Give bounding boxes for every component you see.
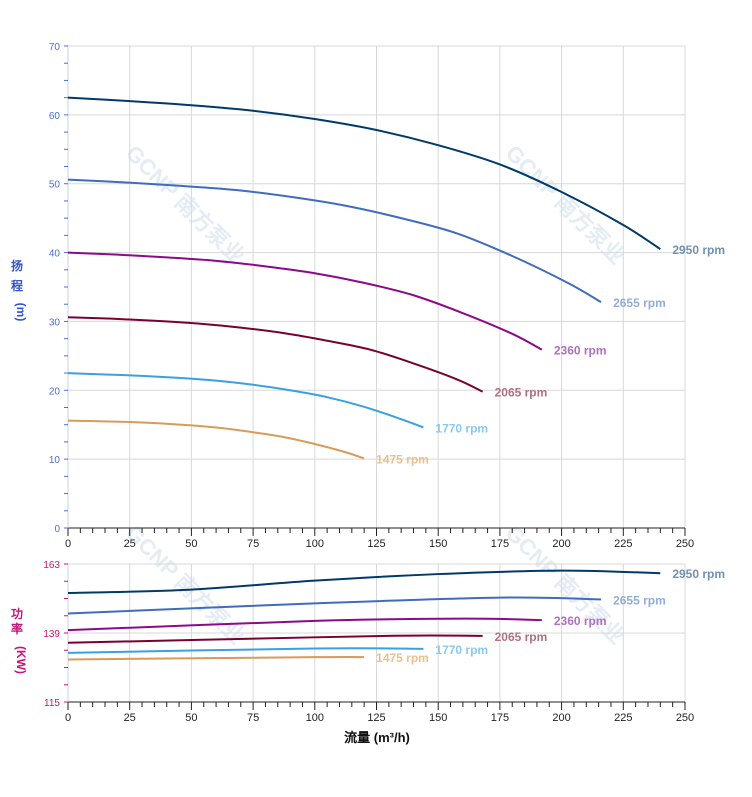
y-tick-label: 60	[49, 111, 61, 122]
x-tick-label: 25	[124, 538, 136, 550]
series-label: 1475 rpm	[376, 452, 429, 466]
series-label: 1770 rpm	[435, 421, 488, 435]
series-line-1770-rpm	[67, 647, 424, 654]
series-label: 2655 rpm	[613, 593, 666, 607]
x-tick-label: 175	[491, 538, 509, 550]
series-label: 1770 rpm	[435, 643, 488, 657]
series-label: 2360 rpm	[554, 614, 607, 628]
y-tick-label: 139	[43, 629, 60, 640]
x-tick-label: 225	[614, 712, 632, 724]
x-tick-label: 175	[491, 712, 509, 724]
series-line-1770-rpm	[67, 372, 424, 429]
series-line-1475-rpm	[67, 655, 365, 661]
series-line-1475-rpm	[67, 419, 365, 460]
series-line-2360-rpm	[67, 617, 542, 632]
x-tick-label: 50	[185, 538, 197, 550]
x-tick-label: 200	[552, 712, 570, 724]
series-label: 2360 rpm	[554, 344, 607, 358]
x-tick-label: 0	[65, 712, 71, 724]
x-tick-label: 125	[367, 712, 385, 724]
watermark-logo: GCNP 南方泵业	[121, 140, 250, 269]
power-chart: 0 25 50 75 100 125 150 175 200 225 250 115 139 163 功率 (…	[11, 560, 725, 745]
series-label: 2065 rpm	[495, 386, 548, 400]
x-tick-label: 225	[614, 538, 632, 550]
x-tick-label: 100	[306, 538, 324, 550]
x-tick-label: 75	[247, 712, 259, 724]
series-label: 2065 rpm	[495, 630, 548, 644]
y-tick-label: 20	[49, 386, 61, 397]
head-chart: 0 25 50 75 100 125 150 175 200 225 250 0 10 20 30 40 50 6…	[11, 42, 725, 550]
x-tick-label: 25	[124, 712, 136, 724]
y-axis-unit: (m)	[14, 303, 28, 322]
y-tick-label: 0	[54, 524, 60, 535]
series-label: 2950 rpm	[672, 567, 725, 581]
series-line-2065-rpm	[67, 634, 483, 644]
y-axis-label: 程	[11, 278, 23, 293]
x-tick-label: 0	[65, 538, 71, 550]
y-tick-label: 70	[49, 42, 61, 53]
y-axis-unit: (KW)	[14, 646, 28, 674]
series-label: 2655 rpm	[613, 296, 666, 310]
y-axis-label: 扬	[11, 258, 23, 273]
x-tick-label: 75	[247, 538, 259, 550]
x-tick-label: 150	[429, 538, 447, 550]
watermark-logo: GCNP 南方泵业	[501, 140, 630, 269]
y-tick-label: 40	[49, 249, 61, 260]
series-label: 1475 rpm	[376, 651, 429, 665]
series-line-2065-rpm	[67, 316, 484, 393]
y-axis-label: 率	[11, 621, 23, 636]
x-tick-label: 125	[367, 538, 385, 550]
x-tick-label: 150	[429, 712, 447, 724]
y-tick-label: 10	[49, 455, 61, 466]
y-axis-label: 功	[11, 606, 23, 621]
series-label: 2950 rpm	[672, 243, 725, 257]
x-tick-label: 200	[552, 538, 570, 550]
series-line-2360-rpm	[67, 251, 543, 351]
x-axis-label: 流量 (m³/h)	[344, 730, 410, 745]
x-tick-label: 50	[185, 712, 197, 724]
y-tick-label: 163	[43, 560, 60, 571]
series-line-2950-rpm	[67, 96, 661, 250]
x-tick-label: 250	[676, 538, 694, 550]
x-tick-label: 100	[306, 712, 324, 724]
x-tick-label: 250	[676, 712, 694, 724]
y-tick-label: 115	[44, 698, 60, 709]
series-line-2950-rpm	[67, 569, 661, 595]
y-tick-label: 50	[49, 180, 61, 191]
series-line-2655-rpm	[67, 178, 602, 304]
series-line-2655-rpm	[67, 596, 602, 615]
y-tick-label: 30	[49, 317, 61, 328]
